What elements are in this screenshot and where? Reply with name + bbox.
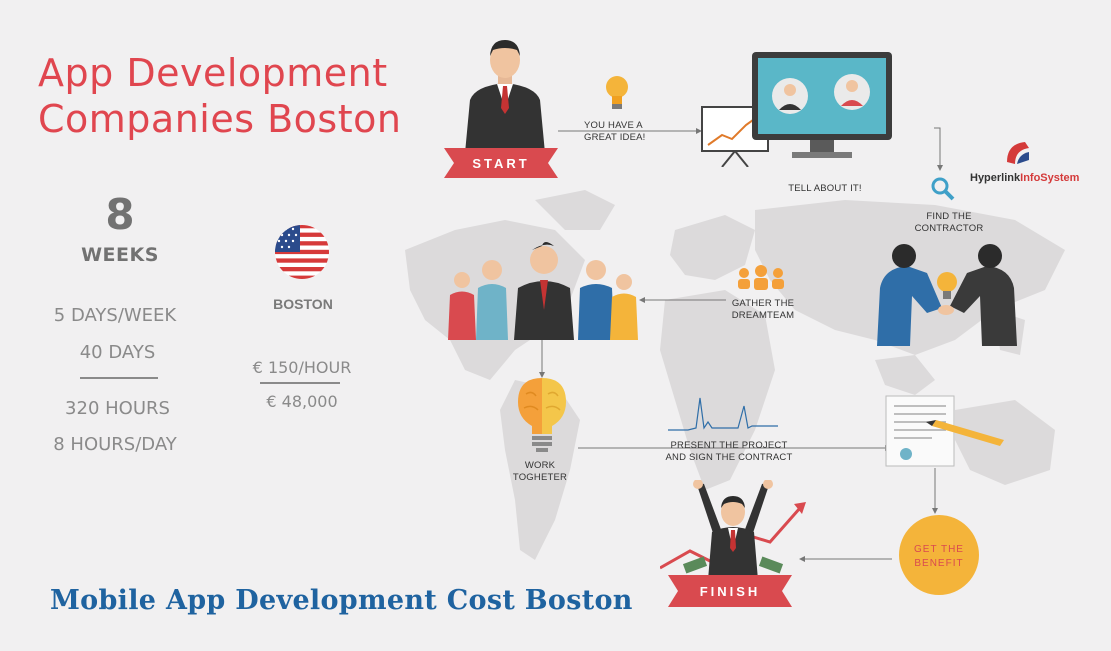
days-per-week: 5 DAYS/WEEK [53, 305, 177, 326]
title-line-2: Companies Boston [38, 97, 402, 141]
lightbulb-icon [606, 76, 628, 109]
days-total: 40 DAYS [79, 342, 156, 363]
divider-duration [80, 377, 158, 379]
benefit-line-1: GET THE [914, 544, 964, 555]
signal-wave-icon [668, 397, 778, 431]
total-cost: € 48,000 [266, 392, 338, 411]
company-logo: HyperlinkInfoSystem [970, 172, 1079, 184]
step-idea-line-1: YOU HAVE A [584, 120, 643, 131]
step-gather-line-1: GATHER THE [731, 298, 795, 309]
step-gather: GATHER THE DREAMTEAM [718, 298, 808, 322]
handshake-icon [877, 244, 1017, 346]
hours-per-day: 8 HOURS/DAY [53, 434, 177, 455]
dreamteam-group-icon [448, 242, 638, 340]
brain-icon [518, 378, 566, 452]
divider-cost [260, 382, 340, 384]
finish-banner: FINISH [668, 575, 792, 607]
hyperlink-logo-icon [1007, 142, 1029, 164]
us-flag-icon [275, 225, 329, 279]
start-person-icon [465, 40, 545, 153]
start-banner: START [444, 148, 558, 178]
step-present-line-1: PRESENT THE PROJECT [670, 440, 788, 451]
hourly-rate: € 150/HOUR [252, 358, 352, 377]
title-line-1: App Development [38, 51, 388, 95]
step-tell: TELL ABOUT IT! [788, 183, 862, 194]
step-present-line-2: AND SIGN THE CONTRACT [665, 452, 793, 463]
step-present: PRESENT THE PROJECT AND SIGN THE CONTRAC… [664, 440, 794, 464]
page-title: App Development Companies Boston [38, 50, 438, 142]
logo-part-1: Hyperlink [970, 172, 1021, 184]
step-idea-line-2: GREAT IDEA! [584, 132, 646, 143]
step-find: FIND THE CONTRACTOR [910, 211, 988, 235]
logo-part-2: InfoSystem [1020, 172, 1080, 184]
footer-title: Mobile App Development Cost Boston [50, 585, 633, 616]
step-find-line-1: FIND THE [926, 211, 972, 222]
finish-person-icon [682, 480, 784, 580]
weeks-label: WEEKS [81, 244, 159, 266]
step-gather-line-2: DREAMTEAM [731, 310, 795, 321]
step-idea: YOU HAVE A GREAT IDEA! [584, 120, 654, 144]
start-label: START [472, 156, 529, 171]
magnifier-icon [931, 177, 955, 201]
step-find-line-2: CONTRACTOR [914, 223, 984, 234]
benefit-line-2: BENEFIT [914, 558, 963, 569]
step-work-line-1: WORK [524, 460, 556, 471]
weeks-number: 8 [105, 190, 135, 239]
team-icon [738, 265, 784, 290]
city-label: BOSTON [273, 296, 333, 312]
step-work-line-2: TOGHETER [512, 472, 568, 483]
step-work: WORK TOGHETER [508, 460, 572, 484]
hours-total: 320 HOURS [65, 398, 170, 419]
sun-icon: GET THE BENEFIT [899, 515, 979, 595]
monitor-icon [752, 52, 892, 158]
document-icon [885, 395, 1004, 467]
finish-label: FINISH [700, 584, 761, 599]
